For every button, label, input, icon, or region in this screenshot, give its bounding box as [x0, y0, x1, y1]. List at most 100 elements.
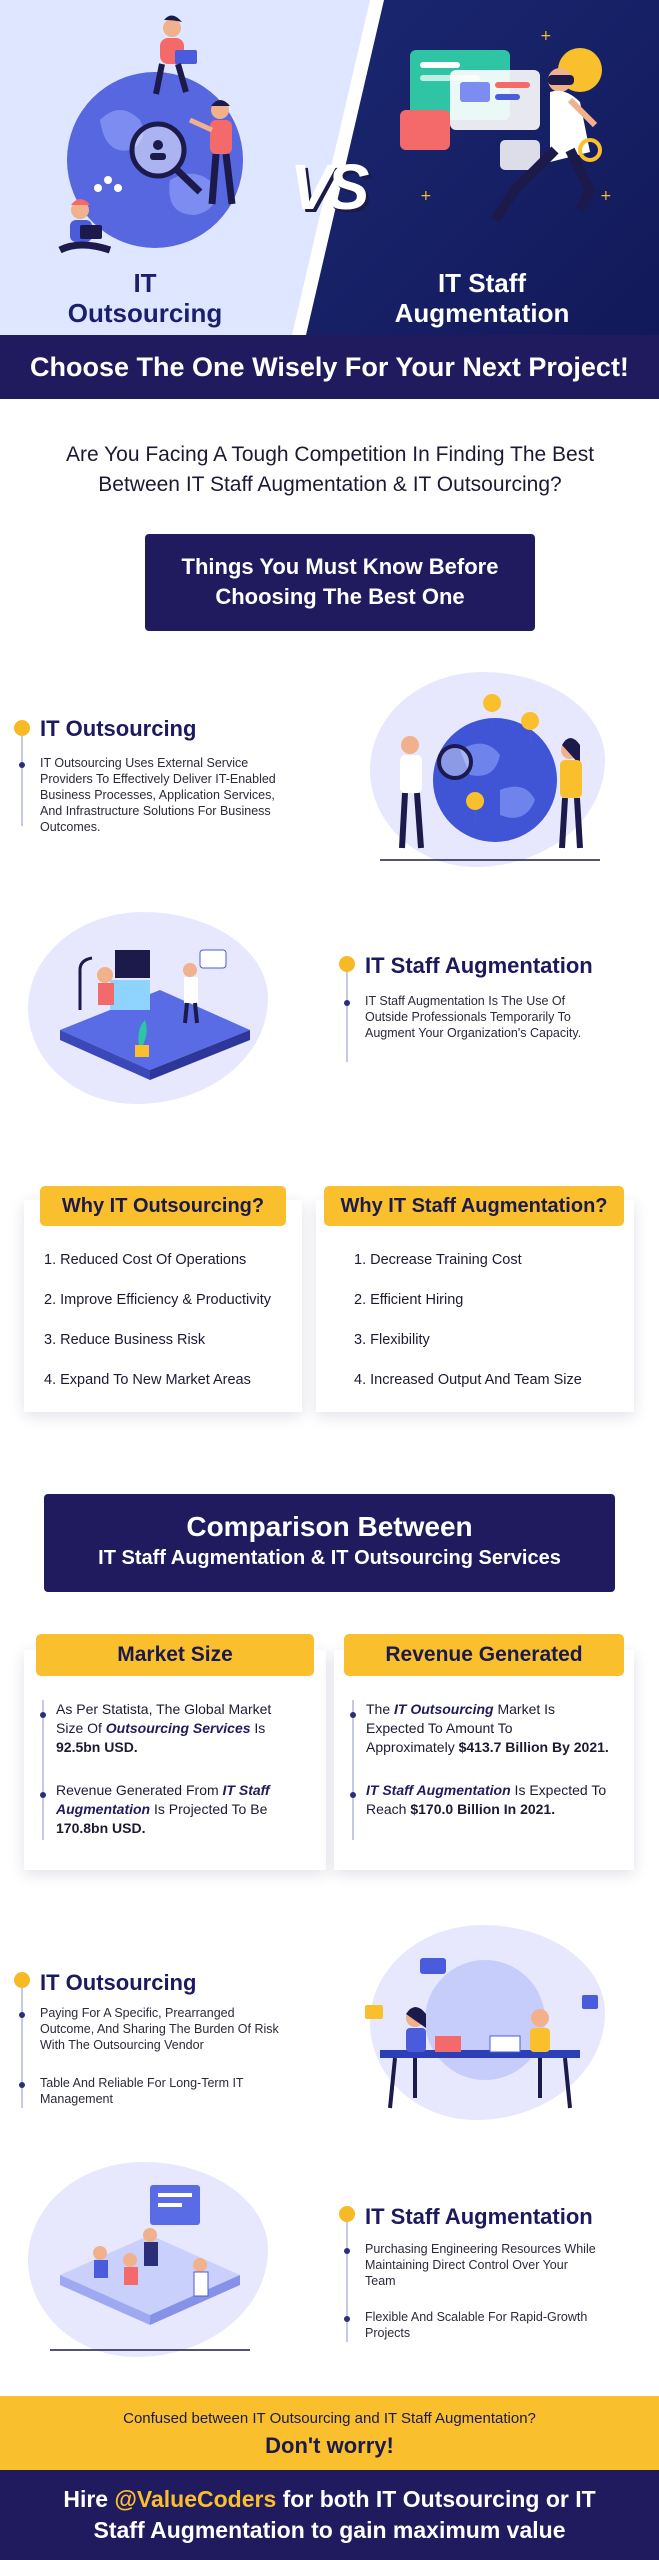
svg-text:+: + — [420, 188, 432, 204]
stat-text: Approximately — [366, 1739, 459, 1755]
why-staff-item: 2. Efficient Hiring — [354, 1292, 464, 1308]
text-line: IT Outsourcing Uses External Service — [40, 756, 249, 770]
staff-augmentation-illustration: + + + — [400, 28, 612, 223]
footer-question: Confused between IT Outsourcing and IT S… — [123, 2410, 536, 2427]
svg-text:+: + — [540, 28, 552, 44]
hero-right-line1: IT Staff — [437, 268, 527, 298]
footer-cta: Hire @ValueCoders for both IT Outsourcin… — [0, 2470, 659, 2560]
footer-hire-text: Hire — [63, 2486, 115, 2512]
text-line: Augment Your Organization's Capacity. — [365, 1026, 582, 1040]
timeline-bullet — [19, 762, 25, 768]
text-line: And Infrastructure Solutions For Busines… — [40, 804, 271, 818]
cons-staff-title: IT Staff Augmentation — [365, 2204, 593, 2229]
question-line1: Are You Facing A Tough Competition In Fi… — [65, 443, 595, 466]
text-line: Outside Professionals Temporarily To — [365, 1010, 571, 1024]
cons-staff-item1: Purchasing Engineering Resources While M… — [365, 2241, 645, 2289]
why-staff-item: 3. Flexibility — [354, 1332, 430, 1348]
text-line: Maintaining Direct Control Over Your — [365, 2258, 568, 2272]
text-line: Purchasing Engineering Resources While — [365, 2242, 596, 2256]
timeline-line — [42, 1700, 44, 1840]
stat-value: $170.0 Billion In 2021. — [410, 1801, 556, 1817]
timeline-dot — [339, 2206, 355, 2222]
timeline-bullet — [344, 2316, 350, 2322]
footer-brand-link[interactable]: @ValueCoders — [114, 2486, 277, 2512]
hero: + + + VS IT Outsourcing IT Staff Augment… — [0, 0, 659, 335]
why-staff-item: 4. Increased Output And Team Size — [354, 1372, 582, 1388]
footer-hire-text: Staff Augmentation to gain maximum value — [93, 2517, 566, 2543]
timeline-bullet — [40, 1712, 46, 1718]
revenue-card — [334, 1650, 634, 1870]
timeline-bullet — [19, 2012, 25, 2018]
timeline-bullet — [40, 1792, 46, 1798]
text-line: Table And Reliable For Long-Term IT — [40, 2076, 244, 2090]
stat-text: Expected To Amount To — [366, 1720, 513, 1736]
timeline-line — [21, 1988, 23, 2108]
text-line: Outcome, And Sharing The Burden Of Risk — [40, 2022, 279, 2036]
timeline-line — [352, 1700, 354, 1840]
cons-outsourcing-title: IT Outsourcing — [40, 1970, 197, 1995]
market-size-p1: As Per Statista, The Global Market Size … — [56, 1700, 316, 1757]
text-line: IT Staff Augmentation Is The Use Of — [365, 994, 566, 1008]
why-outsourcing-item: 1. Reduced Cost Of Operations — [44, 1252, 247, 1268]
globe-team-illustration — [380, 694, 600, 861]
def-outsourcing-text: IT Outsourcing Uses External Service Pro… — [40, 755, 340, 835]
remote-team-illustration — [365, 1958, 598, 2109]
def-staff-title: IT Staff Augmentation — [365, 953, 593, 978]
timeline-dot — [14, 1972, 30, 1988]
stat-text: Market Is — [493, 1701, 556, 1717]
timeline-dot — [339, 956, 355, 972]
timeline-line — [346, 972, 348, 1062]
why-staff-item: 1. Decrease Training Cost — [354, 1252, 522, 1268]
stat-value: 92.5bn USD. — [56, 1739, 138, 1755]
revenue-p1: The IT Outsourcing Market Is Expected To… — [366, 1700, 628, 1757]
hero-right-line2: Augmentation — [394, 298, 570, 328]
revenue-tag: Revenue Generated — [344, 1634, 624, 1676]
vs-label: VS — [290, 151, 369, 223]
why-staff-card — [316, 1200, 634, 1412]
stat-text: As Per Statista, The Global Market — [56, 1701, 272, 1717]
stat-text: Is Projected To Be — [150, 1801, 268, 1817]
hero-left-line2: Outsourcing — [67, 298, 223, 328]
cons-staff-item2: Flexible And Scalable For Rapid-Growth P… — [365, 2309, 645, 2341]
timeline-line — [346, 2222, 348, 2342]
def-outsourcing-title: IT Outsourcing — [40, 716, 197, 741]
footer-question-band: Confused between IT Outsourcing and IT S… — [0, 2396, 659, 2470]
text-line: Providers To Effectively Deliver IT-Enab… — [40, 772, 276, 786]
things-line1: Things You Must Know Before — [181, 554, 499, 579]
things-box: Things You Must Know Before Choosing The… — [145, 534, 535, 631]
timeline-bullet — [19, 2082, 25, 2088]
comparison-box: Comparison Between IT Staff Augmentation… — [44, 1494, 615, 1592]
team-office-illustration — [50, 2185, 250, 2351]
text-line: Outcomes. — [40, 820, 101, 834]
timeline-dot — [14, 720, 30, 736]
text-line: Paying For A Specific, Prearranged — [40, 2006, 235, 2020]
market-size-card — [24, 1650, 326, 1870]
timeline-bullet — [350, 1792, 356, 1798]
text-line: With The Outsourcing Vendor — [40, 2038, 204, 2052]
def-staff-text: IT Staff Augmentation Is The Use Of Outs… — [365, 993, 645, 1041]
stat-value: $413.7 Billion By 2021. — [458, 1739, 609, 1755]
outsourcing-globe-illustration — [58, 15, 243, 254]
why-outsourcing-card — [24, 1200, 302, 1412]
stat-emphasis: IT Staff Augmentation — [366, 1782, 511, 1798]
footer-hire-text: for both IT Outsourcing or IT — [276, 2486, 596, 2512]
revenue-p2: IT Staff Augmentation Is Expected To Rea… — [366, 1781, 628, 1819]
workstation-illustration — [60, 949, 250, 1080]
text-line: Team — [365, 2274, 396, 2288]
why-outsourcing-tag: Why IT Outsourcing? — [40, 1186, 286, 1226]
timeline-bullet — [350, 1712, 356, 1718]
cons-outsourcing-item2: Table And Reliable For Long-Term IT Mana… — [40, 2075, 340, 2107]
question-line2: Between IT Staff Augmentation & IT Outso… — [98, 473, 562, 496]
stat-emphasis: Augmentation — [56, 1801, 151, 1817]
stat-text: Reach — [366, 1801, 411, 1817]
stat-text: Is Expected To — [510, 1782, 607, 1798]
text-line: Management — [40, 2092, 113, 2106]
footer-dont-worry: Don't worry! — [265, 2433, 394, 2458]
things-line2: Choosing The Best One — [215, 584, 465, 609]
why-outsourcing-item: 2. Improve Efficiency & Productivity — [44, 1292, 271, 1308]
market-size-tag: Market Size — [36, 1634, 314, 1676]
text-line: Projects — [365, 2326, 411, 2340]
stat-text: Revenue Generated From — [56, 1782, 223, 1798]
stat-emphasis: Outsourcing Services — [105, 1720, 251, 1736]
choose-banner: Choose The One Wisely For Your Next Proj… — [0, 335, 659, 399]
